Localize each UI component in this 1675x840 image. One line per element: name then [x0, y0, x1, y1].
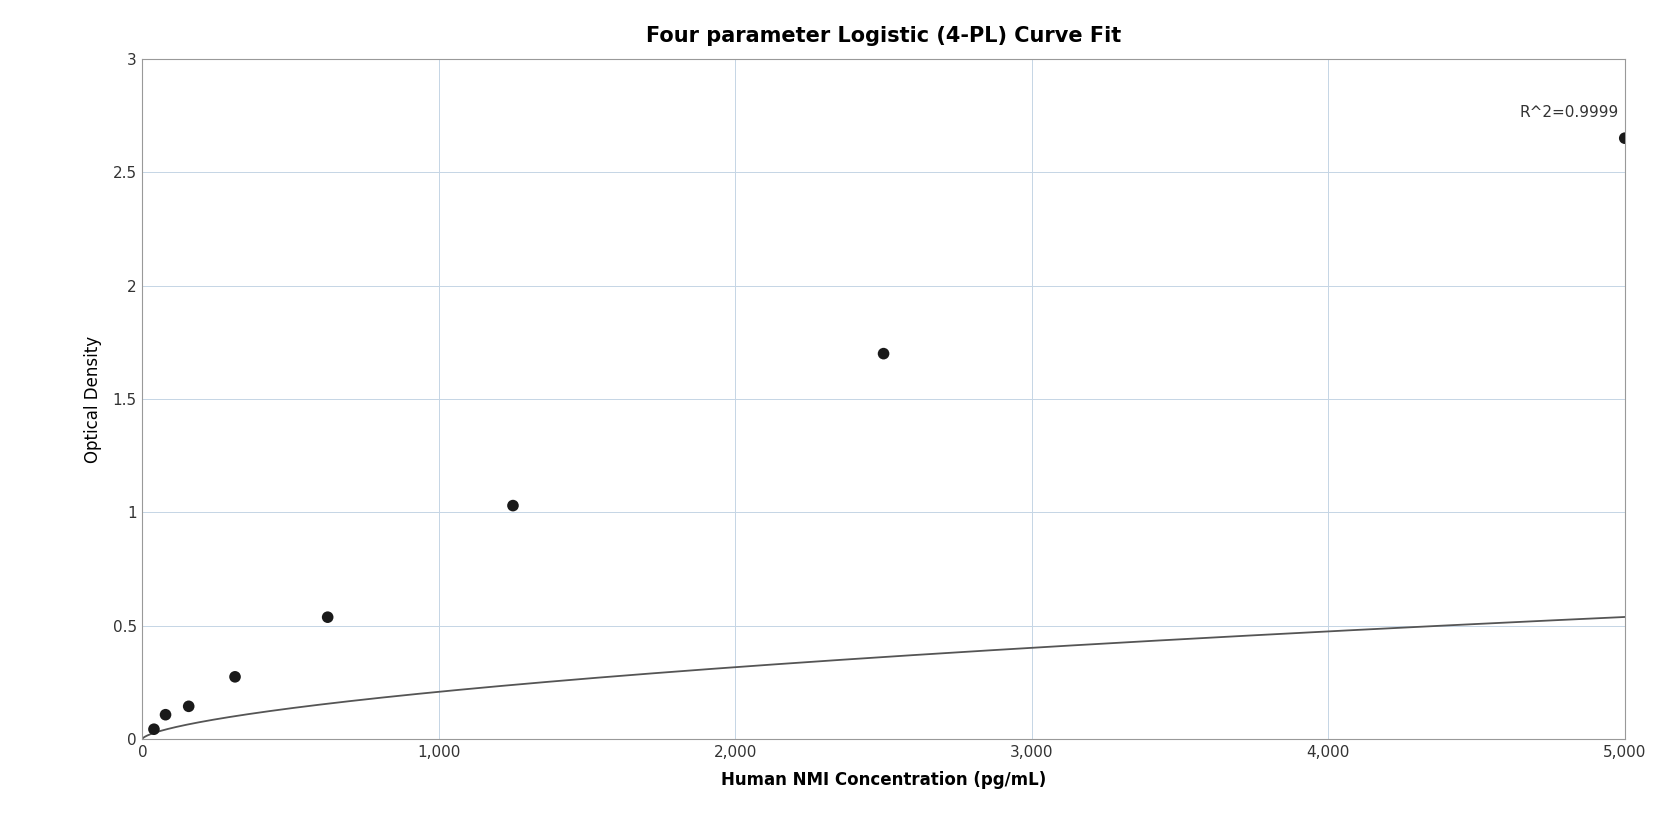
- Point: [871, 347, 898, 360]
- Point: [1611, 131, 1638, 144]
- Y-axis label: Optical Density: Optical Density: [84, 335, 102, 463]
- Point: [315, 611, 342, 624]
- Point: [221, 670, 248, 684]
- Point: [141, 722, 168, 736]
- X-axis label: Human NMI Concentration (pg/mL): Human NMI Concentration (pg/mL): [720, 771, 1047, 789]
- Point: [152, 708, 179, 722]
- Text: R^2=0.9999: R^2=0.9999: [1519, 105, 1618, 120]
- Point: [176, 700, 203, 713]
- Point: [499, 499, 526, 512]
- Title: Four parameter Logistic (4-PL) Curve Fit: Four parameter Logistic (4-PL) Curve Fit: [647, 26, 1121, 46]
